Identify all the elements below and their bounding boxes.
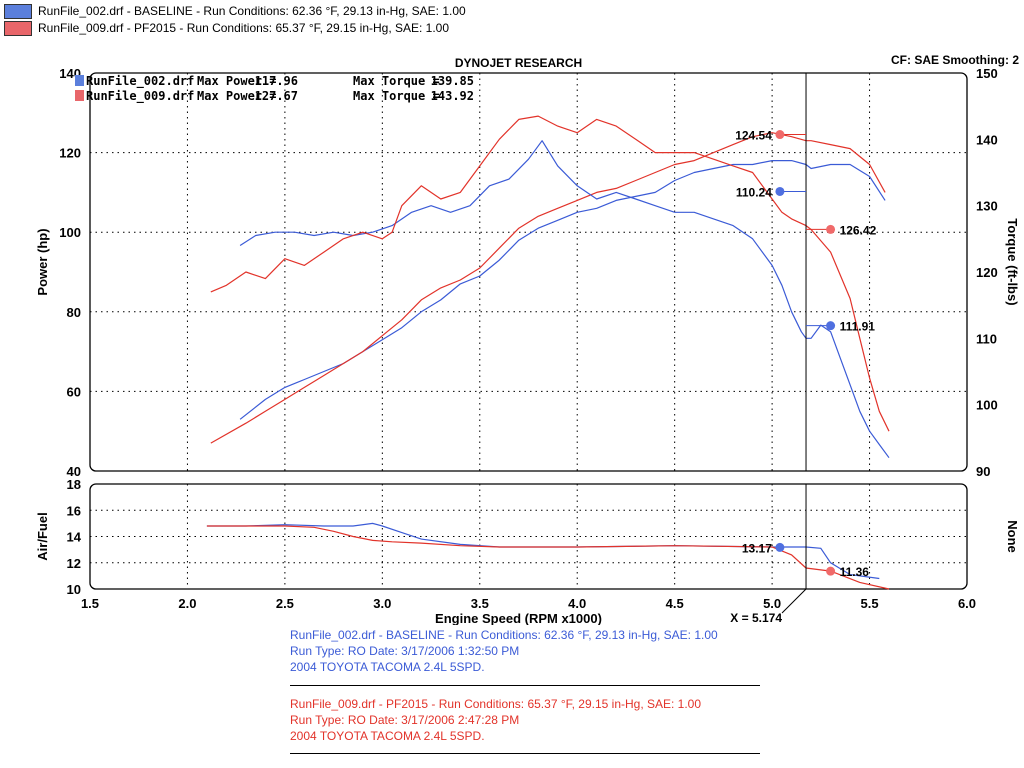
y-tick-label: 80 bbox=[67, 305, 81, 320]
annotation-marker bbox=[775, 130, 785, 140]
run2-info-conditions: RunFile_009.drf - PF2015 - Run Condition… bbox=[290, 697, 702, 711]
legend-max-power-label: Max Power = bbox=[197, 89, 276, 103]
legend-swatch bbox=[75, 90, 84, 101]
y-tick-label: 120 bbox=[59, 146, 81, 161]
cursor-pointer bbox=[781, 588, 807, 614]
run2-torque-line bbox=[210, 115, 890, 432]
legend-run-name: RunFile_002.drf bbox=[86, 74, 194, 89]
legend-max-torque-value: 139.85 bbox=[431, 74, 474, 88]
x-tick-label: 5.5 bbox=[861, 596, 879, 611]
afr-annotation-label: 13.17 bbox=[742, 541, 772, 555]
header-run1-text: RunFile_002.drf - BASELINE - Run Conditi… bbox=[38, 4, 466, 18]
x-tick-label: 5.0 bbox=[763, 596, 781, 611]
annotation-label: 110.24 bbox=[736, 185, 772, 199]
y2-tick-label: 100 bbox=[976, 398, 998, 413]
run1-info-conditions: RunFile_002.drf - BASELINE - Run Conditi… bbox=[290, 628, 718, 642]
run2-power-line bbox=[210, 132, 886, 444]
legend-max-torque-label: Max Torque = bbox=[353, 74, 440, 88]
legend-swatch bbox=[75, 75, 84, 86]
legend-max-torque-value: 143.92 bbox=[431, 89, 474, 103]
run1-color-swatch bbox=[4, 3, 32, 19]
y2-tick-label: 120 bbox=[976, 265, 998, 280]
x-tick-label: 3.0 bbox=[373, 596, 391, 611]
dyno-chart: 40608010012014090100110120130140150DYNOJ… bbox=[35, 53, 1020, 625]
afr-y-tick-label: 10 bbox=[67, 582, 81, 597]
run2-info: RunFile_009.drf - PF2015 - Run Condition… bbox=[290, 696, 760, 744]
run2-color-swatch bbox=[4, 20, 32, 36]
annotation-label: 126.42 bbox=[840, 223, 877, 237]
legend-max-power-value: 127.67 bbox=[255, 89, 298, 103]
x-axis-label: Engine Speed (RPM x1000) bbox=[435, 611, 602, 625]
chart-subtitle: CF: SAE Smoothing: 2 bbox=[891, 53, 1019, 67]
x-tick-label: 3.5 bbox=[471, 596, 489, 611]
header-run1-row: RunFile_002.drf - BASELINE - Run Conditi… bbox=[4, 3, 466, 19]
y2-tick-label: 90 bbox=[976, 464, 990, 479]
x-tick-label: 4.0 bbox=[568, 596, 586, 611]
run1-torque-line bbox=[239, 140, 890, 459]
legend-max-power-value: 117.96 bbox=[255, 74, 298, 88]
afr-y-axis-label: Air/Fuel bbox=[35, 512, 50, 560]
header-run2-text: RunFile_009.drf - PF2015 - Run Condition… bbox=[38, 21, 450, 35]
run1-afr-line bbox=[206, 522, 880, 580]
afr-annotation-label: 11.36 bbox=[840, 565, 870, 579]
annotation-label: 111.91 bbox=[840, 320, 876, 334]
divider-rule bbox=[290, 685, 760, 686]
y-tick-label: 40 bbox=[67, 464, 81, 479]
run2-info-vehicle: 2004 TOYOTA TACOMA 2.4L 5SPD. bbox=[290, 729, 485, 743]
annotation-marker bbox=[826, 224, 836, 234]
afr-y-tick-label: 12 bbox=[67, 556, 81, 571]
legend-max-power-label: Max Power = bbox=[197, 74, 276, 88]
y2-axis-label: Torque (ft-lbs) bbox=[1005, 218, 1020, 305]
x-tick-label: 6.0 bbox=[958, 596, 976, 611]
y2-tick-label: 150 bbox=[976, 66, 998, 81]
x-tick-label: 2.5 bbox=[276, 596, 294, 611]
afr-y2-axis-label: None bbox=[1005, 520, 1020, 553]
run1-info: RunFile_002.drf - BASELINE - Run Conditi… bbox=[290, 627, 760, 675]
y2-tick-label: 110 bbox=[976, 331, 997, 346]
y2-tick-label: 130 bbox=[976, 199, 998, 214]
cursor-readout: X = 5.174 bbox=[730, 611, 782, 625]
afr-annotation-marker bbox=[826, 566, 836, 576]
header-run2-row: RunFile_009.drf - PF2015 - Run Condition… bbox=[4, 20, 449, 36]
y-tick-label: 100 bbox=[59, 225, 81, 240]
afr-y-tick-label: 18 bbox=[67, 477, 81, 492]
legend-max-torque-label: Max Torque = bbox=[353, 89, 440, 103]
y-axis-label: Power (hp) bbox=[35, 228, 50, 295]
divider-rule bbox=[290, 753, 760, 754]
annotation-marker bbox=[826, 321, 836, 331]
y-tick-label: 60 bbox=[67, 384, 81, 399]
power-torque-panel: 40608010012014090100110120130140150DYNOJ… bbox=[35, 53, 1020, 479]
air-fuel-panel: 1.5 2.0 2.5 3.0 3.5 4.0 4.5 5.0 5.5 6.0 10 12 14 16 18… bbox=[35, 477, 1020, 625]
legend-run-name: RunFile_009.drf bbox=[86, 89, 194, 104]
y2-tick-label: 140 bbox=[976, 132, 998, 147]
run2-info-date: Run Type: RO Date: 3/17/2006 2:47:28 PM bbox=[290, 713, 520, 727]
annotation-label: 124.54 bbox=[735, 129, 772, 143]
plot-frame bbox=[89, 72, 968, 472]
afr-y-tick-label: 14 bbox=[67, 530, 82, 545]
x-tick-label: 2.0 bbox=[178, 596, 196, 611]
afr-annotation-marker bbox=[775, 542, 785, 552]
afr-y-tick-label: 16 bbox=[67, 503, 81, 518]
x-tick-label: 1.5 bbox=[81, 596, 99, 611]
annotation-marker bbox=[775, 186, 785, 196]
chart-title: DYNOJET RESEARCH bbox=[455, 56, 582, 70]
run1-info-vehicle: 2004 TOYOTA TACOMA 2.4L 5SPD. bbox=[290, 660, 485, 674]
run1-info-date: Run Type: RO Date: 3/17/2006 1:32:50 PM bbox=[290, 644, 520, 658]
x-tick-label: 4.5 bbox=[666, 596, 684, 611]
